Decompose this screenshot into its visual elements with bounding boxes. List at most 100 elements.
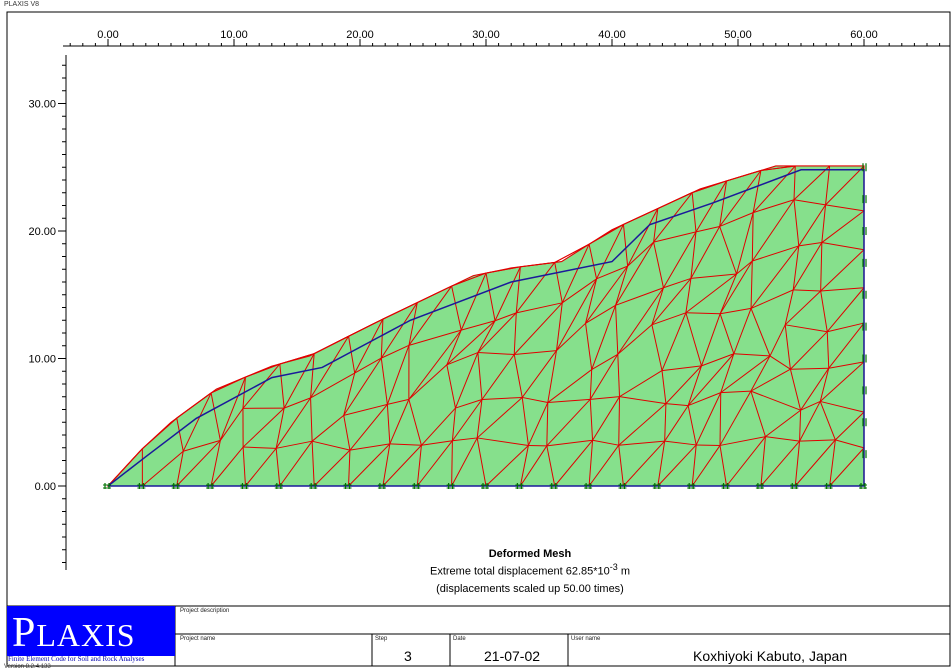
x-tick-label: 20.00 <box>346 29 374 41</box>
mesh-edge <box>685 312 702 367</box>
mesh-edge <box>481 396 523 400</box>
mesh-edge <box>799 410 802 442</box>
mesh-edge <box>176 392 212 419</box>
mesh-edge <box>421 440 453 446</box>
mesh-edge <box>752 245 799 262</box>
mesh-edge <box>615 305 619 355</box>
mesh-edge <box>561 244 590 304</box>
mesh-edge <box>793 199 826 206</box>
mesh-edge <box>596 265 628 280</box>
mesh-edge <box>800 367 830 411</box>
mesh-edge <box>546 445 556 487</box>
mesh-edge <box>719 180 728 227</box>
mesh-edge <box>733 308 752 354</box>
mesh-edge <box>623 440 666 487</box>
extreme-displacement-text: Extreme total displacement 62.85*10-3 m <box>429 562 631 578</box>
mesh-edge <box>348 336 356 374</box>
mesh-edge <box>451 437 478 487</box>
deformed-mesh-line <box>107 169 865 487</box>
mesh-edge <box>275 448 281 487</box>
mesh-edge <box>283 353 315 409</box>
mesh-edge <box>210 440 221 487</box>
mesh-edge <box>751 199 795 262</box>
mesh-edge <box>784 324 791 370</box>
mesh-edge <box>242 447 246 487</box>
mesh-edge <box>592 439 619 446</box>
plot-area[interactable]: 0.00 10.00 20.00 30.00 40.00 50.00 60.00 0.00 10… <box>0 0 951 606</box>
mesh-edge <box>275 397 311 449</box>
mesh-edge <box>451 272 487 287</box>
mesh-edge <box>283 397 311 409</box>
mesh-edge <box>310 335 349 399</box>
mesh-edge <box>750 368 791 392</box>
mesh-edge <box>695 225 720 233</box>
mesh-edge <box>310 372 355 399</box>
mesh-edge <box>446 320 496 366</box>
mesh-edge <box>142 450 184 487</box>
mesh-edge <box>546 439 593 447</box>
mesh-edge <box>819 361 865 402</box>
mesh-edge <box>726 170 762 182</box>
mesh-edge <box>701 353 734 367</box>
mesh-edge <box>719 436 766 446</box>
mesh-edge <box>275 408 285 449</box>
mesh-edge <box>664 403 667 442</box>
mesh-edge <box>408 329 462 400</box>
mesh-edge <box>348 450 351 487</box>
mesh-edge <box>476 397 523 439</box>
x-tick-label: 40.00 <box>598 29 626 41</box>
mesh-edge <box>343 372 356 416</box>
mesh-edge <box>408 329 462 346</box>
mesh-edge <box>820 287 865 292</box>
mesh-edge <box>719 445 728 487</box>
mesh-edge <box>477 437 529 446</box>
mesh-edge <box>592 396 620 441</box>
plaxis-logo <box>7 606 175 656</box>
mesh-edge <box>828 322 865 369</box>
mesh-edge <box>784 289 794 325</box>
mesh-edge <box>588 244 598 279</box>
mesh-edge <box>765 436 800 442</box>
mesh-edge <box>719 392 722 446</box>
x-tick-label: 0.00 <box>97 29 118 41</box>
mesh-edge <box>793 289 821 292</box>
x-tick-label: 10.00 <box>220 29 248 41</box>
mesh-edge <box>279 353 315 365</box>
mesh-edge <box>348 318 384 337</box>
mesh-edge <box>417 285 452 304</box>
fixity-markers <box>103 163 867 489</box>
mesh-edge <box>826 331 830 369</box>
mesh-edge <box>618 403 667 446</box>
mesh-edge <box>618 396 621 446</box>
mesh-edge <box>183 439 221 452</box>
mesh-edge <box>589 354 619 400</box>
mesh-edge <box>311 414 345 442</box>
mesh-edge <box>827 322 865 333</box>
mesh-edge <box>243 446 277 449</box>
mesh-edge <box>733 353 771 357</box>
mesh-edge <box>520 261 555 268</box>
user-name-label: User name <box>571 636 601 642</box>
mesh-edge <box>455 399 483 409</box>
mesh-edge <box>408 302 418 346</box>
mesh-edge <box>769 324 786 357</box>
mesh-edge <box>519 445 548 487</box>
y-tick-label: 10.00 <box>28 354 56 366</box>
mesh-edge <box>279 440 313 487</box>
mesh-edge <box>585 304 616 324</box>
mesh-edge <box>591 305 617 370</box>
mesh-edge <box>312 440 351 451</box>
mesh-edge <box>349 443 390 451</box>
mesh-edge <box>829 447 865 487</box>
mesh-edge <box>820 400 865 413</box>
mesh-edge <box>685 273 737 314</box>
mesh-edge <box>521 350 557 398</box>
mesh-edge <box>589 399 594 441</box>
mesh-edge <box>615 287 664 306</box>
mesh-edge <box>736 212 754 275</box>
mesh-edge <box>690 231 697 279</box>
mesh-edge <box>242 407 285 448</box>
mesh-edge <box>554 262 563 303</box>
mesh-edge <box>461 320 496 331</box>
mesh-edge <box>588 444 620 487</box>
